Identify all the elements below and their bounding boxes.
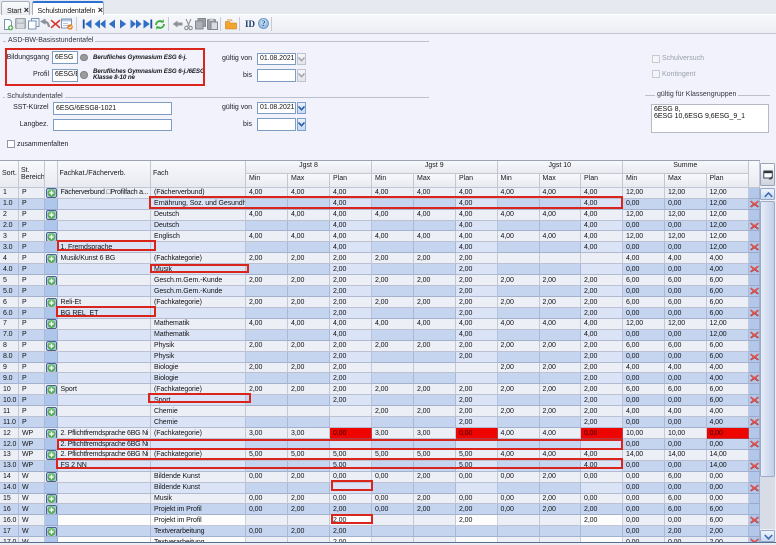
svg-text:?: ? xyxy=(261,18,265,28)
